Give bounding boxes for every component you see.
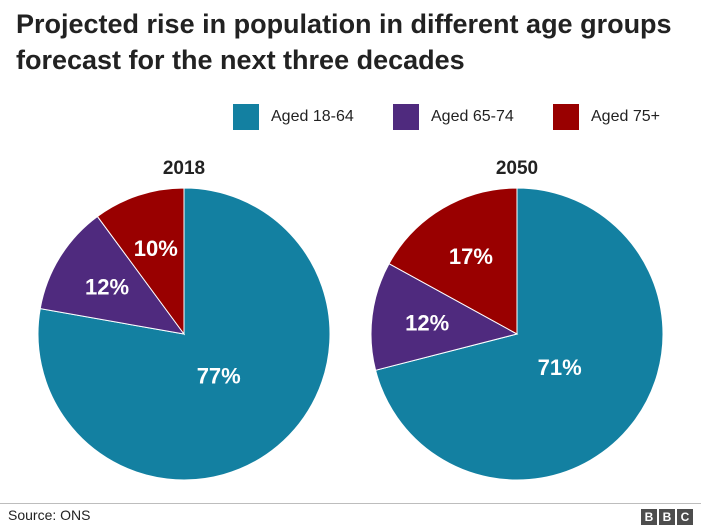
legend: Aged 18-64 Aged 65-74 Aged 75+ <box>0 104 701 132</box>
legend-swatch-aged-65-74 <box>393 104 419 130</box>
legend-swatch-aged-18-64 <box>233 104 259 130</box>
pie-title-2018: 2018 <box>163 158 205 179</box>
chart-title: Projected rise in population in differen… <box>16 9 672 75</box>
legend-label-aged-18-64: Aged 18-64 <box>271 108 354 125</box>
footer-divider <box>0 503 701 504</box>
pie-label-2018-aged-65-74: 12% <box>85 274 129 299</box>
pie-slice-2018-aged-65-74 <box>39 215 186 335</box>
legend-swatch-aged-75-plus <box>553 104 579 130</box>
pie-label-2050-aged-75-plus: 17% <box>449 244 493 269</box>
pie-label-2018-aged-18-64: 77% <box>197 363 241 388</box>
legend-label-aged-75-plus: Aged 75+ <box>591 108 660 125</box>
pie-slice-2018-aged-75-plus <box>96 187 185 336</box>
pie-label-2018-aged-75-plus: 10% <box>134 236 178 261</box>
pie-label-2050-aged-65-74: 12% <box>405 311 449 336</box>
bbc-logo-letter-b2: B <box>659 509 675 525</box>
bbc-logo-letter-b1: B <box>641 509 657 525</box>
pie-slice-2050-aged-75-plus <box>388 187 518 335</box>
bbc-logo-letter-c: C <box>677 509 693 525</box>
pie-slice-2050-aged-18-64 <box>374 187 664 481</box>
pie-title-2050: 2050 <box>496 158 538 179</box>
pie-label-2050-aged-18-64: 71% <box>538 355 582 380</box>
source-note: Source: ONS <box>8 507 91 523</box>
pie-slice-2050-aged-65-74 <box>370 262 519 371</box>
legend-label-aged-65-74: Aged 65-74 <box>431 108 514 125</box>
